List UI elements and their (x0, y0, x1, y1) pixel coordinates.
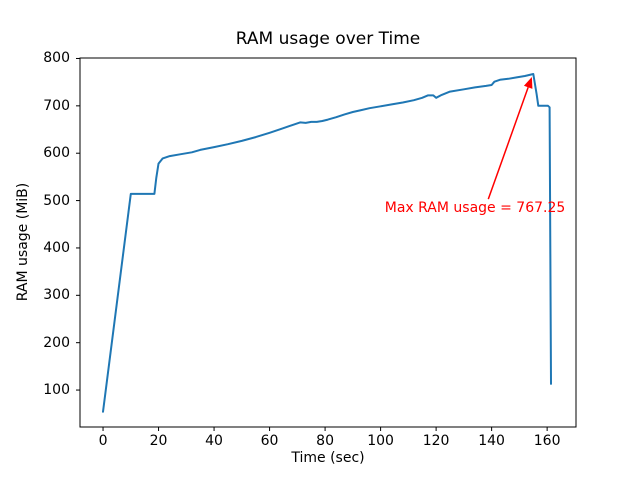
y-tick-label: 300 (43, 287, 70, 304)
y-tick-label: 100 (43, 382, 70, 399)
y-tick-label: 700 (43, 97, 70, 114)
max-ram-annotation: Max RAM usage = 767.25 (384, 199, 566, 216)
chart-title: RAM usage over Time (235, 29, 421, 49)
x-tick-label: 160 (533, 433, 561, 449)
y-tick-label: 200 (43, 334, 70, 351)
x-tick-label: 60 (260, 433, 279, 449)
x-tick-label: 140 (478, 433, 505, 449)
x-tick-label: 100 (367, 433, 394, 449)
x-axis-label: Time (sec) (291, 450, 365, 466)
x-tick-label: 120 (422, 433, 450, 449)
annotation-arrow-head (523, 76, 533, 89)
x-tick-label: 40 (205, 433, 223, 449)
y-tick-label: 800 (43, 50, 70, 67)
plot-border (79, 57, 577, 428)
ram-usage-line (102, 73, 552, 413)
x-tick-label: 20 (149, 433, 168, 449)
y-tick-label: 400 (43, 239, 70, 256)
annotation-arrow-shaft (487, 87, 529, 200)
x-tick-label: 80 (316, 433, 334, 449)
y-tick-label: 600 (43, 145, 70, 162)
y-tick-label: 500 (43, 192, 70, 209)
x-tick-label: 0 (98, 433, 108, 449)
